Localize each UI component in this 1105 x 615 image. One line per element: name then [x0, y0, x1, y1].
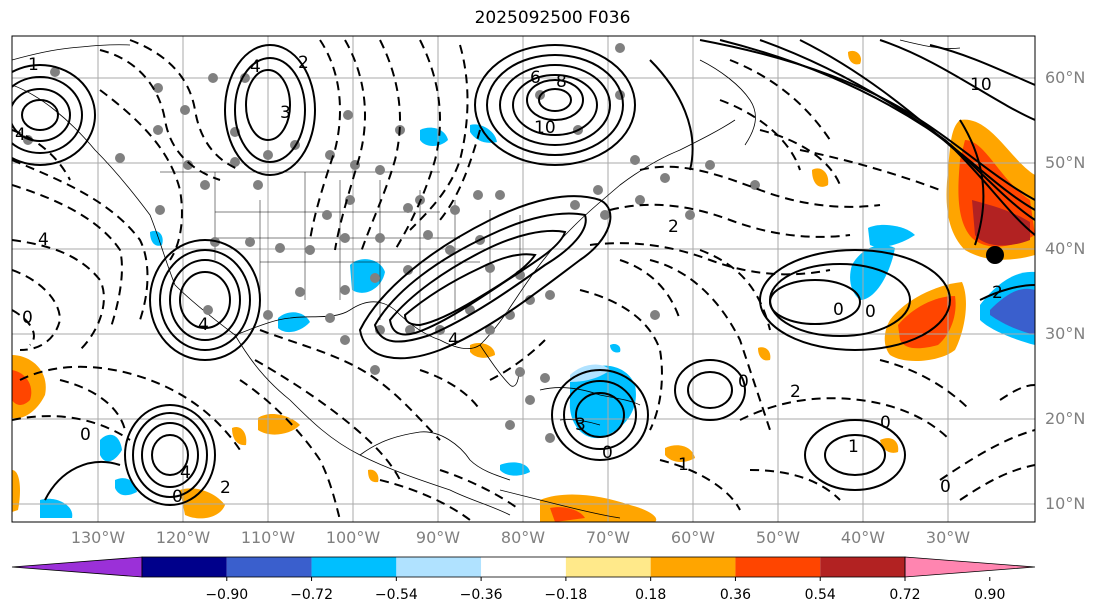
contour-label: 1: [848, 437, 859, 457]
positive-anomaly-patch: [812, 168, 829, 187]
colorbar-segment: [820, 557, 905, 577]
colorbar-tick-label: 0.54: [804, 587, 836, 603]
contour-label: 0: [172, 487, 183, 507]
negative-anomaly-patch: [420, 127, 448, 146]
contour-label: 0: [738, 372, 749, 392]
contour-label: 2: [790, 382, 801, 402]
contour-label: 0: [833, 300, 844, 320]
lat-label: 20°N: [1045, 409, 1086, 428]
lon-label: 90°W: [415, 528, 461, 547]
colorbar: [11, 556, 1036, 581]
contour-label: 6: [530, 68, 541, 88]
contour-label: 1: [28, 55, 39, 75]
contour-labels: 1 4 4 0 4 4 3 2 6 8 10 10 4 2 0 3 4 0 2 …: [15, 53, 1003, 507]
positive-anomaly-patch: [848, 50, 861, 65]
positive-anomaly-patch: [550, 507, 585, 522]
contour-label: 8: [556, 72, 567, 92]
lon-label: 80°W: [500, 528, 546, 547]
lon-label: 30°W: [925, 528, 971, 547]
colorbar-segment: [650, 557, 736, 577]
colorbar-segment: [904, 556, 1036, 578]
lat-label: 30°N: [1045, 324, 1086, 343]
contour-label: 10: [534, 118, 556, 138]
contour-label: 2: [298, 53, 309, 73]
map-frame: [11, 35, 1036, 523]
positive-anomaly-patch: [898, 296, 956, 349]
contour-label: 1: [678, 455, 689, 475]
dashed-contours: [12, 39, 1035, 521]
lat-label: 40°N: [1045, 239, 1086, 258]
negative-anomaly-patch: [100, 434, 122, 462]
colorbar-segment: [735, 557, 821, 577]
colorbar-tick-label: −0.36: [459, 587, 503, 603]
lat-label: 60°N: [1045, 68, 1086, 87]
contour-label: 0: [865, 302, 876, 322]
negative-anomaly-patch: [990, 288, 1035, 335]
contour-label: 2: [668, 217, 679, 237]
colorbar-segment: [11, 556, 143, 578]
negative-anomaly-patch: [610, 343, 621, 353]
positive-anomaly-patch: [758, 347, 771, 361]
contour-label: 4: [448, 330, 459, 350]
positive-anomaly-patch: [368, 469, 379, 483]
positive-anomaly-patch: [232, 426, 247, 446]
colorbar-tick-label: −0.72: [290, 587, 333, 603]
colorbar-tick-label: 0.18: [635, 587, 667, 603]
lon-label: 130°W: [70, 528, 126, 547]
map-title: 2025092500 F036: [474, 8, 631, 28]
contour-label: 4: [198, 315, 209, 335]
negative-anomaly-patch: [570, 364, 610, 382]
contour-label: 4: [180, 463, 191, 483]
lat-label: 10°N: [1045, 494, 1086, 513]
contour-label: 2: [220, 478, 231, 498]
contour-label: 3: [280, 103, 291, 123]
colorbar-segment: [311, 557, 397, 577]
contour-label: 0: [880, 413, 891, 433]
colorbar-segment: [481, 557, 566, 577]
contour-label: 0: [602, 443, 613, 463]
contour-label: 2: [992, 283, 1003, 303]
positive-anomaly-patch: [880, 438, 899, 453]
colorbar-outline: [141, 556, 906, 578]
contour-label: 4: [15, 125, 26, 145]
colorbar-segment: [226, 557, 312, 577]
positive-anomaly-patch: [180, 488, 225, 519]
lon-label: 50°W: [755, 528, 801, 547]
lon-label: 60°W: [670, 528, 716, 547]
colorbar-tick-label: 0.90: [974, 587, 1006, 603]
colorbar-segment: [565, 557, 651, 577]
shaded-anomaly-patches: [12, 50, 1035, 522]
lon-label: 100°W: [325, 528, 381, 547]
negative-anomaly-patch: [868, 224, 915, 247]
colorbar-segment: [142, 557, 227, 577]
colorbar-tick-label: −0.54: [374, 587, 418, 603]
colorbar-segment: [396, 557, 482, 577]
contour-label: 4: [38, 230, 49, 250]
contour-label: 10: [970, 75, 992, 95]
negative-anomaly-patch: [850, 245, 895, 300]
contour-label: 3: [575, 415, 586, 435]
positive-anomaly-patch: [12, 470, 20, 512]
positive-anomaly-patch: [12, 370, 32, 405]
positive-anomaly-patch: [665, 445, 695, 462]
coastlines: [12, 39, 961, 519]
negative-anomaly-patch: [350, 259, 385, 293]
colorbar-tick-label: −0.18: [544, 587, 588, 603]
center-marker: [986, 246, 1004, 264]
contour-label: 0: [940, 477, 951, 497]
colorbar-tick-label: 0.36: [719, 587, 752, 603]
colorbar-tick-label: 0.72: [889, 587, 921, 603]
lon-label: 120°W: [155, 528, 211, 547]
lon-label: 70°W: [585, 528, 631, 547]
contour-label: 0: [80, 425, 91, 445]
lon-label: 40°W: [840, 528, 886, 547]
contour-label: 0: [22, 308, 33, 328]
lon-label: 110°W: [240, 528, 296, 547]
positive-anomaly-patch: [972, 200, 1030, 246]
colorbar-tick-label: −0.90: [205, 587, 249, 603]
solid-contours: [12, 39, 1035, 506]
contour-label: 4: [250, 57, 261, 77]
lat-label: 50°N: [1045, 153, 1086, 172]
